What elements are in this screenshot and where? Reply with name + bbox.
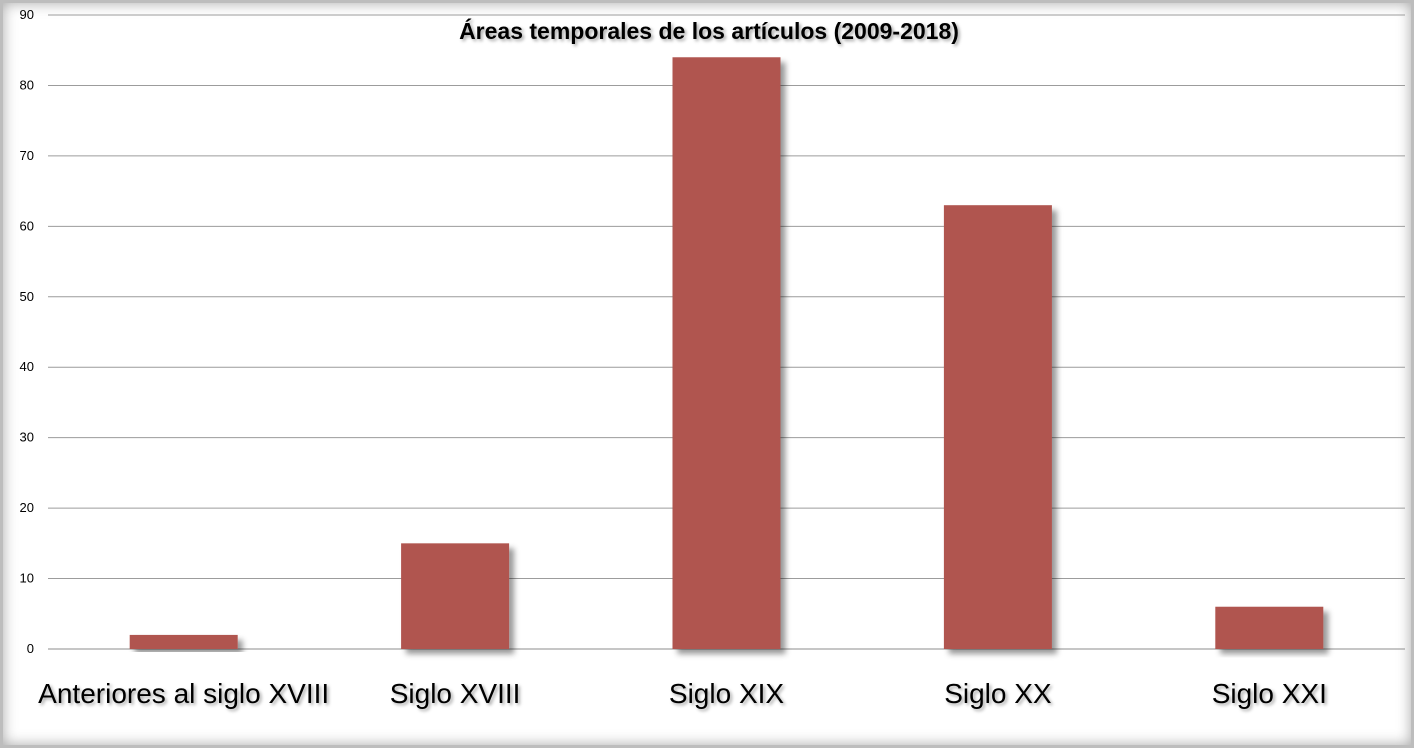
x-category-label: Anteriores al siglo XVIII xyxy=(38,678,329,709)
bar-4 xyxy=(1215,606,1324,649)
y-tick-label: 60 xyxy=(20,218,34,233)
bar-chart: 0 10 20 30 40 50 60 70 80 90 Anteriores al siglo … xyxy=(20,7,1405,709)
x-category-label: Siglo XVIII xyxy=(390,678,521,709)
y-tick-label: 10 xyxy=(20,571,34,586)
bar-1 xyxy=(401,543,510,649)
y-tick-label: 40 xyxy=(20,359,34,374)
y-tick-label: 50 xyxy=(20,289,34,304)
bar-2 xyxy=(672,57,781,650)
y-tick-label: 20 xyxy=(20,500,34,515)
x-category-label: Siglo XXI xyxy=(1212,678,1327,709)
bars xyxy=(129,57,1324,650)
y-tick-label: 70 xyxy=(20,148,34,163)
y-tick-label: 30 xyxy=(20,430,34,445)
y-tick-label: 80 xyxy=(20,77,34,92)
y-tick-label: 0 xyxy=(27,641,34,656)
bar-3 xyxy=(943,205,1052,649)
x-axis-labels: Anteriores al siglo XVIII Siglo XVIII Sigl… xyxy=(38,678,1327,709)
bar-0 xyxy=(129,634,238,649)
chart-title: Áreas temporales de los artículos (2009-… xyxy=(459,17,959,44)
y-tick-label: 90 xyxy=(20,7,34,22)
x-category-label: Siglo XX xyxy=(944,678,1052,709)
y-axis-ticks: 0 10 20 30 40 50 60 70 80 90 xyxy=(20,7,34,656)
x-category-label: Siglo XIX xyxy=(669,678,784,709)
